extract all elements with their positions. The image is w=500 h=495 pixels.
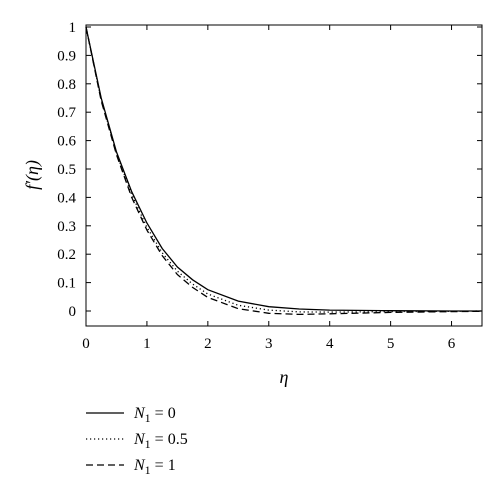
x-tick-label: 3 — [265, 336, 273, 352]
y-tick-label: 0.7 — [57, 105, 76, 121]
x-axis: 0 1 2 3 4 5 6 — [82, 25, 456, 352]
y-tick-label: 0.6 — [57, 134, 76, 150]
y-axis-label: f′(η) — [22, 160, 43, 190]
y-tick-label: 1 — [69, 20, 77, 36]
series-line-2 — [85, 26, 483, 313]
x-tick-label: 1 — [143, 336, 151, 352]
y-tick-label: 0.4 — [57, 190, 76, 206]
x-tick-label: 6 — [448, 336, 456, 352]
y-tick-label: 0.1 — [57, 276, 76, 292]
x-tick-label: 4 — [326, 336, 334, 352]
y-tick-label: 0.9 — [57, 48, 76, 64]
y-axis: 0 0.1 0.2 0.3 0.4 0.5 0.6 0.7 0.8 0.9 1 — [57, 20, 482, 320]
x-tick-label: 0 — [82, 336, 90, 352]
y-tick-label: 0 — [69, 304, 77, 320]
legend-label-1: N1 = 0 — [133, 405, 176, 425]
y-tick-label: 0.2 — [57, 247, 76, 263]
x-tick-label: 2 — [204, 336, 212, 352]
y-tick-label: 0.3 — [57, 219, 76, 235]
x-tick-label: 5 — [387, 336, 395, 352]
series-line-3 — [85, 26, 483, 316]
series-line-1 — [85, 26, 482, 312]
x-axis-label: η — [280, 367, 289, 387]
legend: N1 = 0 N1 = 0.5 N1 = 1 — [86, 405, 188, 477]
y-tick-label: 0.5 — [57, 162, 76, 178]
legend-label-3: N1 = 1 — [133, 457, 176, 477]
legend-label-2: N1 = 0.5 — [133, 431, 188, 451]
y-tick-label: 0.8 — [57, 77, 76, 93]
plot-frame — [85, 24, 483, 327]
series-lines — [85, 26, 483, 316]
